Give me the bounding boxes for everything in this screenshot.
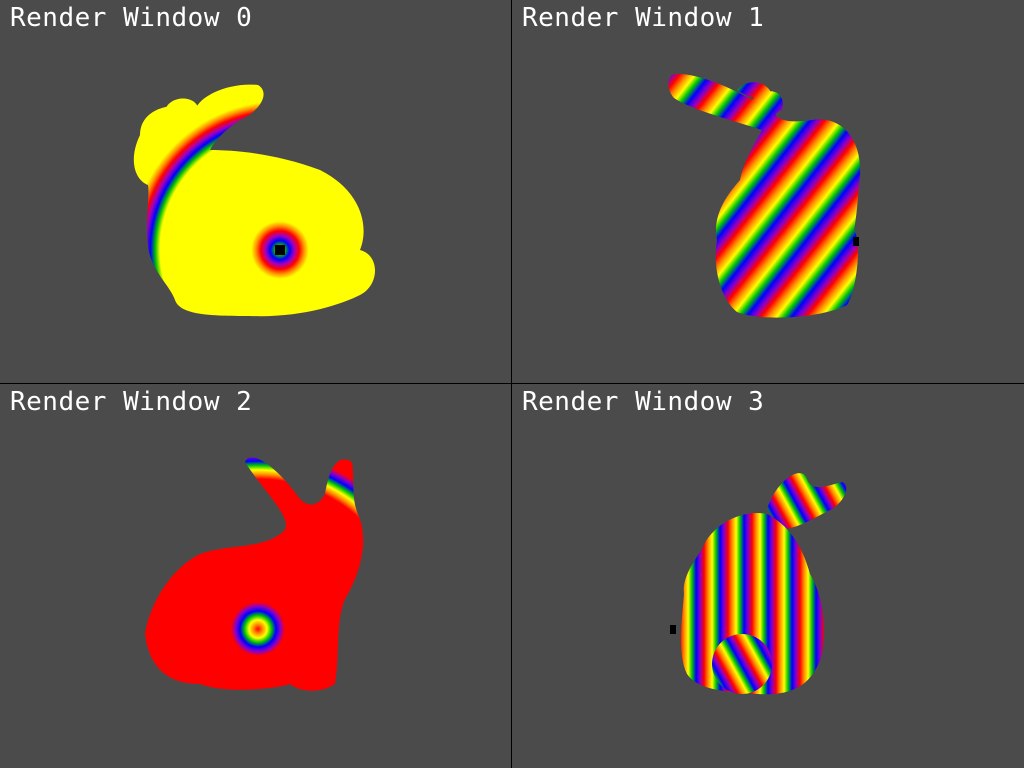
bunny-model-3 bbox=[670, 473, 847, 695]
bunny-viewport-2[interactable] bbox=[0, 384, 511, 768]
bunny-model-1 bbox=[668, 74, 861, 318]
render-window-title: Render Window 0 bbox=[10, 3, 253, 33]
render-window-title: Render Window 1 bbox=[522, 3, 765, 33]
render-window-title: Render Window 3 bbox=[522, 387, 765, 417]
bunny-viewport-3[interactable] bbox=[512, 384, 1024, 768]
bunny-viewport-1[interactable] bbox=[512, 0, 1024, 383]
render-window-title: Render Window 2 bbox=[10, 387, 253, 417]
bunny-model-2 bbox=[145, 457, 364, 691]
render-window-3[interactable]: Render Window 3 bbox=[512, 384, 1024, 768]
render-window-0[interactable]: Render Window 0 bbox=[0, 0, 511, 383]
render-window-2[interactable]: Render Window 2 bbox=[0, 384, 511, 768]
bunny-model-0 bbox=[133, 84, 375, 317]
bunny-viewport-0[interactable] bbox=[0, 0, 511, 383]
render-window-1[interactable]: Render Window 1 bbox=[512, 0, 1024, 383]
